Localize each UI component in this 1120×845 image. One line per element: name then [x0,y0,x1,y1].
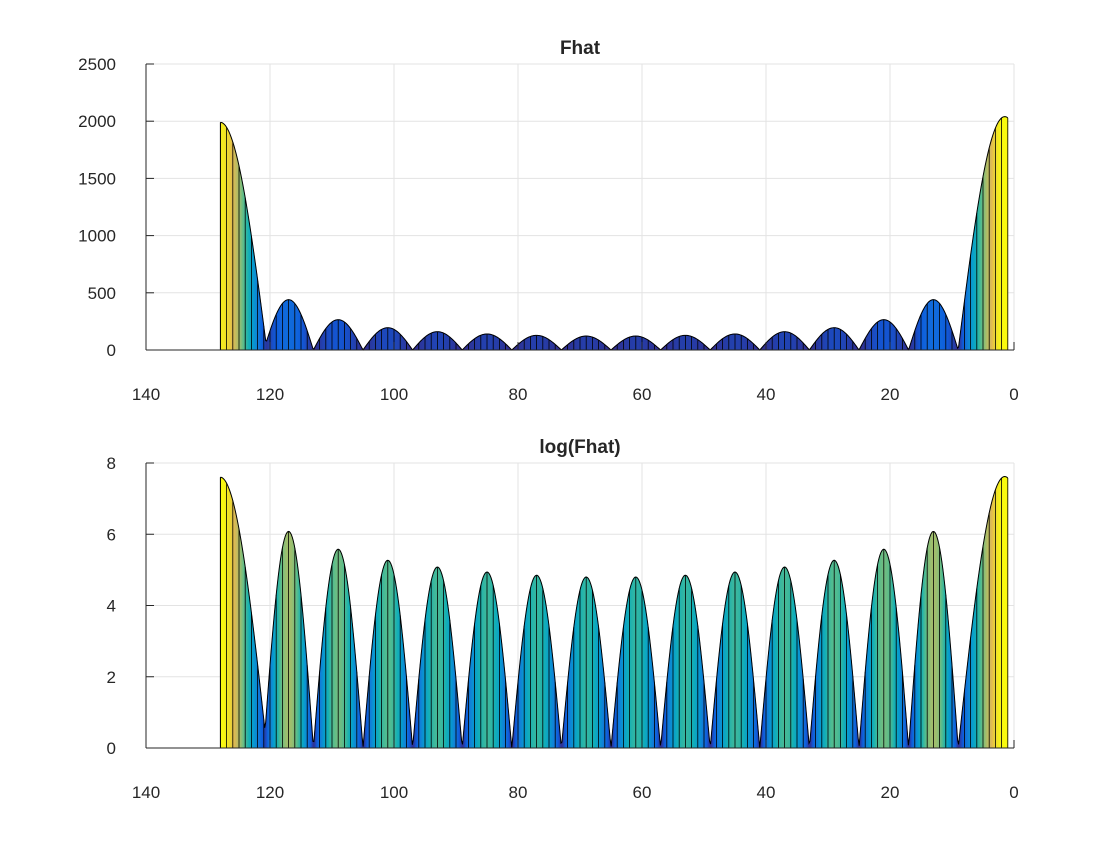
y-tick-label: 2500 [78,55,116,74]
y-tick-label: 6 [107,525,116,544]
x-ticks: 140 120 100 80 60 40 20 0 [132,740,1019,802]
plot-background [146,64,1014,350]
x-tick-label: 100 [380,385,408,404]
x-tick-label: 120 [256,783,284,802]
x-ticks: 140 120 100 80 60 40 20 0 [132,342,1019,404]
x-tick-label: 40 [757,783,776,802]
chart-title: Fhat [560,38,601,59]
x-tick-label: 60 [633,783,652,802]
y-ticks: 0 500 1000 1500 2000 2500 [78,55,154,360]
chart-title: log(Fhat) [539,437,620,458]
x-tick-label: 60 [633,385,652,404]
x-tick-label: 0 [1009,783,1018,802]
panel-fhat: 0 500 1000 1500 2000 2500 140 120 100 80 60 40 20 0 … [78,38,1019,404]
x-tick-label: 20 [881,783,900,802]
x-tick-label: 40 [757,385,776,404]
y-tick-label: 1000 [78,227,116,246]
y-tick-label: 0 [107,341,116,360]
x-tick-label: 140 [132,783,160,802]
y-tick-label: 0 [107,739,116,758]
panel-log-fhat: 0 2 4 6 8 140 120 100 80 60 40 20 0 log(Fhat) [107,437,1019,802]
x-tick-label: 20 [881,385,900,404]
x-tick-label: 120 [256,385,284,404]
y-tick-label: 2 [107,668,116,687]
x-tick-label: 80 [509,783,528,802]
y-tick-label: 2000 [78,112,116,131]
x-tick-label: 80 [509,385,528,404]
x-tick-label: 140 [132,385,160,404]
x-tick-label: 0 [1009,385,1018,404]
y-tick-label: 500 [88,284,116,303]
y-tick-label: 8 [107,454,116,473]
x-tick-label: 100 [380,783,408,802]
y-tick-label: 4 [107,597,116,616]
y-tick-label: 1500 [78,169,116,188]
